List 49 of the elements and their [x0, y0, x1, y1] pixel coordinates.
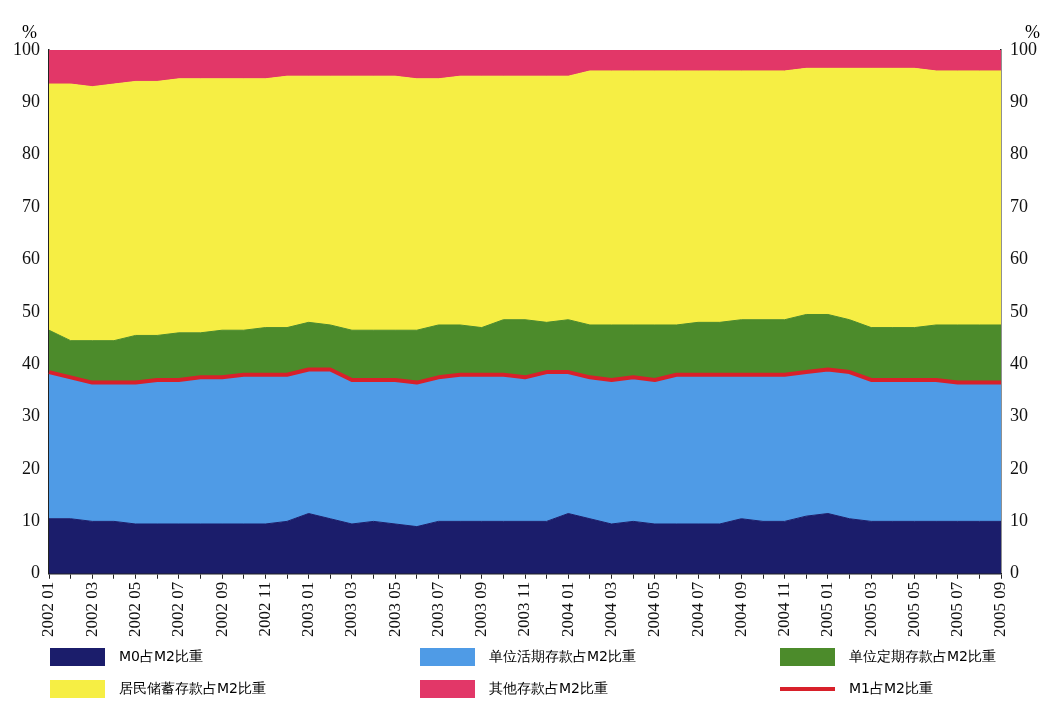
x-tick-label: 2004 07 — [687, 581, 707, 637]
y2-tick-label: 40 — [1010, 352, 1028, 373]
legend-label: 单位活期存款占M2比重 — [489, 648, 636, 666]
y2-tick-label: 10 — [1010, 510, 1028, 531]
y-tick-label: 50 — [22, 300, 40, 321]
y2-tick-label: 90 — [1010, 91, 1028, 112]
legend-label: 居民储蓄存款占M2比重 — [119, 680, 266, 698]
x-tick-label: 2005 01 — [817, 581, 837, 637]
x-tick-label: 2003 05 — [384, 581, 404, 637]
legend-label: M0占M2比重 — [119, 648, 203, 666]
x-tick-label: 2003 01 — [298, 581, 318, 637]
x-tick-label: 2002 05 — [125, 581, 145, 637]
y2-tick-label: 80 — [1010, 143, 1028, 164]
x-tick-label: 2005 05 — [903, 581, 923, 637]
x-tick-label: 2004 09 — [730, 581, 750, 637]
x-tick-label: 2003 07 — [427, 581, 447, 637]
x-tick-label: 2002 07 — [168, 581, 188, 637]
y-tick-label: 70 — [22, 195, 40, 216]
y-tick-label: 90 — [22, 91, 40, 112]
x-tick-label: 2002 03 — [81, 581, 101, 637]
y-tick-label: 20 — [22, 457, 40, 478]
x-tick-label: 2005 03 — [860, 581, 880, 637]
x-tick-label: 2005 09 — [990, 581, 1010, 637]
y-tick-label: 80 — [22, 143, 40, 164]
x-tick-label: 2003 03 — [341, 581, 361, 637]
x-tick-label: 2002 01 — [38, 581, 58, 637]
y2-tick-label: 60 — [1010, 248, 1028, 269]
x-tick-label: 2003 11 — [514, 581, 534, 637]
y-tick-label: 0 — [31, 562, 40, 583]
y2-tick-label: 70 — [1010, 195, 1028, 216]
y-tick-label: 40 — [22, 352, 40, 373]
y-tick-label: 10 — [22, 510, 40, 531]
y2-tick-label: 20 — [1010, 457, 1028, 478]
y2-tick-label: 30 — [1010, 405, 1028, 426]
y2-tick-label: 50 — [1010, 300, 1028, 321]
x-tick-label: 2002 11 — [254, 581, 274, 637]
legend-label: M1占M2比重 — [849, 680, 933, 698]
x-tick-label: 2002 09 — [211, 581, 231, 637]
y2-tick-label: 0 — [1010, 562, 1019, 583]
x-tick-label: 2003 09 — [471, 581, 491, 637]
x-tick-label: 2004 11 — [774, 581, 794, 637]
legend-label: 其他存款占M2比重 — [489, 680, 608, 698]
x-tick-label: 2004 03 — [601, 581, 621, 637]
x-tick-label: 2004 05 — [644, 581, 664, 637]
y-tick-label: 30 — [22, 405, 40, 426]
x-tick-label: 2005 07 — [947, 581, 967, 637]
x-tick-label: 2004 01 — [557, 581, 577, 637]
legend-label: 单位定期存款占M2比重 — [849, 648, 996, 666]
y-tick-label: 60 — [22, 248, 40, 269]
